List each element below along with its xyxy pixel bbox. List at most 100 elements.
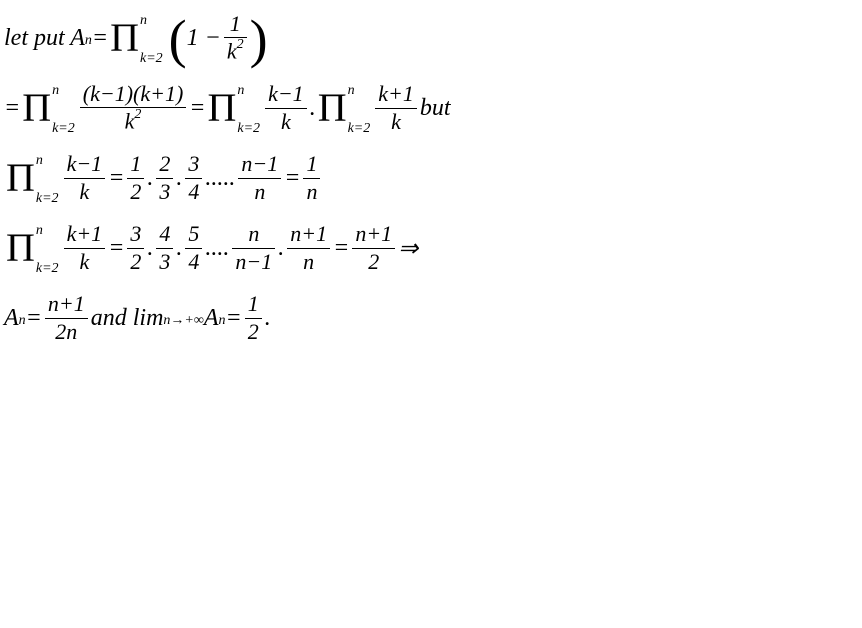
pi-symbol: Π [110, 18, 139, 58]
frac-np1-2: n+12 [352, 222, 395, 273]
pi-symbol: Π [6, 158, 35, 198]
lparen: ( [169, 18, 187, 61]
dot: . [147, 165, 153, 192]
prod-upper: n [140, 14, 163, 28]
dots: .... [205, 235, 229, 262]
den: 3 [156, 250, 173, 274]
den-base: k [227, 39, 237, 64]
product-2b: Π n k=2 [208, 88, 261, 128]
pi-symbol: Π [22, 88, 51, 128]
prod-lower: k=2 [348, 122, 371, 136]
frac-nm1-n: n−1 n [238, 152, 281, 203]
sub-n: n [85, 33, 92, 49]
A: A [4, 305, 19, 332]
frac-km1-k: k−1 k [265, 82, 307, 133]
product-3: Π n k=2 [6, 158, 59, 198]
equals: = [92, 25, 108, 52]
line-4: Π n k=2 k+1k = 32 . 43 . 54 .... nn−1 . … [4, 218, 858, 278]
dots: ..... [205, 165, 235, 192]
pi-symbol: Π [6, 228, 35, 268]
den: 2 [365, 250, 382, 274]
num: n+1 [287, 222, 330, 246]
math-page: let put A n = Π n k=2 ( 1 − 1 k2 ) = Π n… [0, 0, 862, 356]
num: k+1 [375, 82, 417, 106]
dot: . [176, 235, 182, 262]
frac-3-2: 32 [127, 222, 144, 273]
num: 4 [156, 222, 173, 246]
den: n [303, 180, 320, 204]
num: k−1 [64, 152, 106, 176]
num: 3 [127, 222, 144, 246]
num: n+1 [45, 292, 88, 316]
den: k2 [122, 109, 145, 134]
prod-lower: k=2 [36, 192, 59, 206]
equals: = [26, 305, 42, 332]
dot: . [278, 235, 284, 262]
prod-lower: k=2 [237, 122, 260, 136]
num: 5 [185, 222, 202, 246]
prod-lower: k=2 [140, 52, 163, 66]
den: 4 [185, 250, 202, 274]
sub-n: n [19, 313, 26, 329]
prod-upper: n [36, 154, 59, 168]
equals: = [4, 95, 20, 122]
den: 4 [185, 180, 202, 204]
equals: = [226, 305, 242, 332]
den: 2 [127, 180, 144, 204]
num: n−1 [238, 152, 281, 176]
den: k [76, 250, 92, 274]
frac-np1-2n: n+12n [45, 292, 88, 343]
prod-upper: n [237, 84, 260, 98]
den-base: k [125, 109, 135, 134]
den: k [76, 180, 92, 204]
den: k [278, 110, 294, 134]
den: n [251, 180, 268, 204]
num: 2 [156, 152, 173, 176]
prod-upper: n [52, 84, 75, 98]
equals: = [333, 235, 349, 262]
frac-5-4: 54 [185, 222, 202, 273]
frac-4-3: 43 [156, 222, 173, 273]
dot: . [176, 165, 182, 192]
den: 2n [52, 320, 80, 344]
product-2a: Π n k=2 [22, 88, 75, 128]
dot: . [310, 95, 316, 122]
line-2: = Π n k=2 (k−1)(k+1) k2 = Π n k=2 k−1 k [4, 78, 858, 138]
frac-1-n: 1n [303, 152, 320, 203]
den-exp: 2 [134, 107, 141, 122]
frac-kp1-k: k+1k [64, 222, 106, 273]
num: 1 [303, 152, 320, 176]
frac-np1-n: n+1 n [287, 222, 330, 273]
period: . [265, 305, 271, 332]
frac-1-2: 12 [245, 292, 262, 343]
dot: . [147, 235, 153, 262]
line-5: A n = n+12n and lim n→+∞ A n = 12 . [4, 288, 858, 348]
den: 3 [156, 180, 173, 204]
equals: = [108, 235, 124, 262]
den: k2 [224, 39, 247, 64]
frac-n-nm1: nn−1 [232, 222, 275, 273]
A2: A [204, 305, 219, 332]
line-3: Π n k=2 k−1 k = 12 . 23 . 34 ..... n−1n … [4, 148, 858, 208]
lim-subscript: n→+∞ [163, 313, 203, 329]
equals: = [189, 95, 205, 122]
line-1: let put A n = Π n k=2 ( 1 − 1 k2 ) [4, 8, 858, 68]
frac-1-2: 12 [127, 152, 144, 203]
product-2c: Π n k=2 [318, 88, 371, 128]
den: n [300, 250, 317, 274]
frac-kp1-k: k+1 k [375, 82, 417, 133]
text-letput: let put A [4, 25, 85, 52]
frac-diff-of-sq: (k−1)(k+1) k2 [80, 82, 187, 134]
inner-text: 1 − [187, 25, 221, 52]
prod-lower: k=2 [36, 262, 59, 276]
product-4: Π n k=2 [6, 228, 59, 268]
equals: = [108, 165, 124, 192]
tail-but: but [420, 95, 451, 122]
prod-upper: n [348, 84, 371, 98]
num: 1 [127, 152, 144, 176]
prod-lower: k=2 [52, 122, 75, 136]
num: n [245, 222, 262, 246]
den: 2 [245, 320, 262, 344]
num: 1 [245, 292, 262, 316]
num: 1 [227, 12, 244, 36]
